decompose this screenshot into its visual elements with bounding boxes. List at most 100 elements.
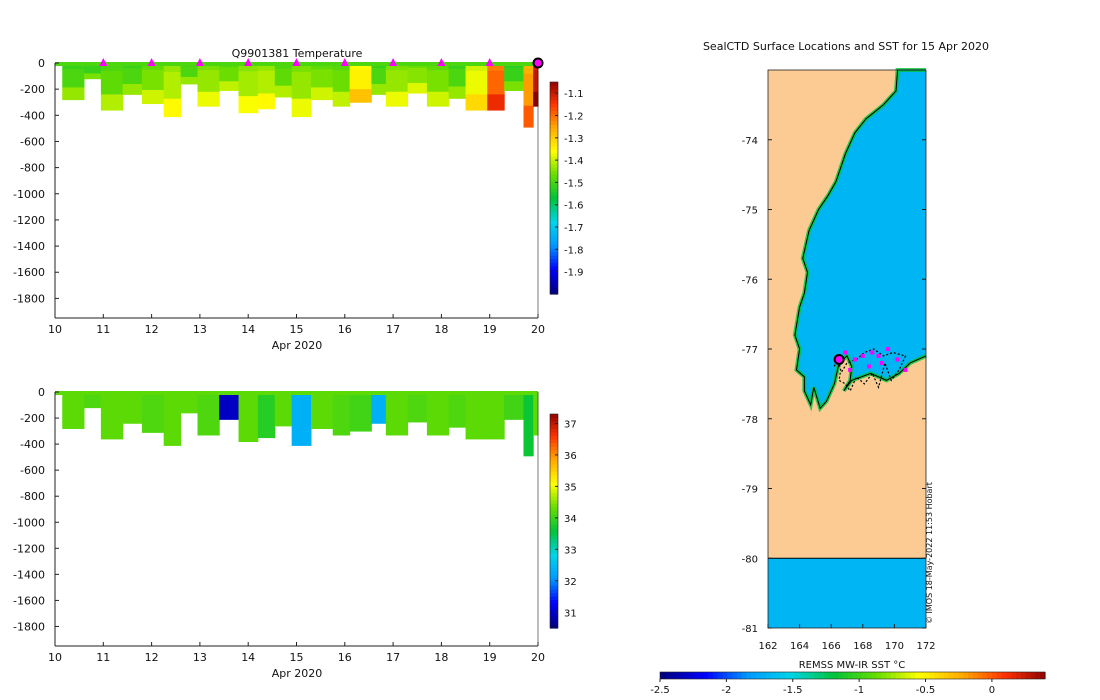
salinity-profile-segment — [533, 427, 539, 436]
salinity-profile-segment — [487, 407, 505, 416]
salinity-profile-segment — [100, 415, 124, 424]
salinity-colorbar-band — [550, 492, 558, 497]
temperature-profile-segment — [83, 68, 102, 72]
salinity-colorbar-band — [550, 474, 558, 479]
salinity-colorbar-band — [550, 442, 558, 447]
salinity-profile-segment — [487, 392, 505, 401]
salinity-colorbar-tick-label: 33 — [564, 545, 577, 556]
temperature-colorbar-band — [550, 283, 558, 288]
map-colorbar-band — [1030, 672, 1036, 679]
temperature-profile-segment — [257, 85, 276, 95]
temperature-profile-segment — [141, 96, 165, 105]
temperature-profile-segment — [310, 63, 334, 70]
salinity-colorbar-band — [550, 446, 558, 451]
map-colorbar-band — [679, 672, 685, 679]
temperature-colorbar-tick-label: -1.6 — [564, 201, 584, 212]
salinity-profile-segment — [504, 410, 525, 416]
salinity-profile-segment — [238, 408, 259, 418]
salinity-profile-segment — [504, 396, 525, 402]
temperature-colorbar-band — [550, 205, 558, 210]
temperature-profile-segment — [62, 87, 85, 95]
map-southern-sst — [768, 558, 926, 628]
temperature-location-marker — [389, 58, 398, 66]
temperature-profile-segment — [448, 68, 467, 76]
salinity-profile-segment — [465, 431, 488, 440]
salinity-profile-segment — [349, 392, 372, 400]
salinity-profile-segment — [197, 427, 220, 436]
temperature-colorbar-band — [550, 120, 558, 125]
temperature-profile-segment — [122, 68, 143, 74]
map-colorbar-band — [992, 672, 998, 679]
salinity-profile-segment — [533, 420, 539, 429]
salinity-y-tick-label: 0 — [38, 386, 45, 399]
temperature-profile-segment — [533, 70, 539, 78]
temperature-profile-segment — [426, 70, 450, 78]
temperature-x-tick-label: 14 — [241, 323, 255, 336]
temperature-profile-segment — [332, 84, 351, 93]
salinity-profile-segment — [219, 410, 240, 416]
map-colorbar-band — [775, 672, 781, 679]
salinity-colorbar-band — [550, 463, 558, 469]
salinity-profile-segment — [257, 422, 276, 431]
temperature-profile-segment — [465, 70, 488, 80]
salinity-profile-segment — [426, 413, 450, 422]
temperature-profile-segment — [219, 85, 240, 91]
temperature-profile-segment — [385, 63, 409, 71]
temperature-colorbar-band — [550, 262, 558, 267]
map-colorbar-band — [934, 672, 940, 679]
temperature-profile-segment — [219, 76, 240, 82]
temperature-profile-segment — [504, 76, 525, 82]
temperature-location-marker — [147, 58, 156, 66]
salinity-profile-segment — [180, 395, 198, 400]
temperature-colorbar-tick-label: -1.3 — [564, 134, 584, 145]
map-y-tick-label: -77 — [742, 345, 758, 356]
salinity-profile-segment — [197, 399, 220, 407]
temperature-colorbar-band — [550, 159, 558, 164]
map-colorbar-band — [684, 672, 690, 679]
temperature-profile-segment — [426, 91, 450, 100]
salinity-y-tick-label: -400 — [20, 438, 45, 451]
temperature-profile-segment — [385, 70, 409, 78]
map-colorbar-band — [910, 672, 916, 679]
salinity-profile-segment — [448, 392, 467, 399]
temperature-profile-segment — [274, 91, 293, 98]
map-colorbar-band — [958, 672, 964, 679]
temperature-colorbar-band — [550, 117, 558, 122]
map-colorbar-band — [1011, 672, 1017, 679]
map-colorbar-band — [756, 672, 762, 679]
salinity-profile-segment — [371, 418, 387, 424]
temperature-profile-segment — [141, 76, 165, 84]
temperature-profile-segment — [533, 77, 539, 86]
salinity-profile-segment — [448, 421, 467, 428]
temperature-profile-segment — [83, 70, 102, 74]
temperature-profile-segment — [523, 95, 534, 107]
map-surface-location — [848, 367, 853, 372]
salinity-profile-segment — [385, 413, 409, 422]
map-colorbar-band — [804, 672, 810, 679]
map-x-tick-label: 172 — [916, 641, 935, 652]
temperature-profile-segment — [197, 84, 220, 93]
temperature-y-tick-label: -1600 — [13, 266, 45, 279]
temperature-colorbar-tick-label: -1.2 — [564, 111, 584, 122]
temperature-profile-segment — [448, 80, 467, 88]
temperature-colorbar-band — [550, 223, 558, 228]
salinity-colorbar-band — [550, 428, 558, 433]
salinity-profile-segment — [465, 423, 488, 432]
map-colorbar-band — [924, 672, 931, 679]
temperature-profile-segment — [163, 80, 182, 91]
temperature-profile-segment — [122, 89, 143, 95]
temperature-current-marker — [532, 57, 544, 69]
temperature-profile-segment — [385, 84, 409, 93]
temperature-profile-segment — [257, 101, 276, 110]
map-colorbar-band — [674, 672, 680, 679]
salinity-colorbar-band — [550, 610, 558, 615]
temperature-y-tick-label: -400 — [20, 109, 45, 122]
temperature-profile-segment — [180, 73, 198, 78]
temperature-colorbar-band — [550, 290, 558, 295]
temperature-profile-segment — [349, 69, 372, 77]
map-sea-sst — [794, 70, 926, 409]
temperature-colorbar-band — [550, 219, 558, 224]
salinity-colorbar-band — [550, 542, 558, 547]
salinity-profile-segment — [197, 392, 220, 400]
salinity-colorbar-band — [550, 624, 558, 629]
